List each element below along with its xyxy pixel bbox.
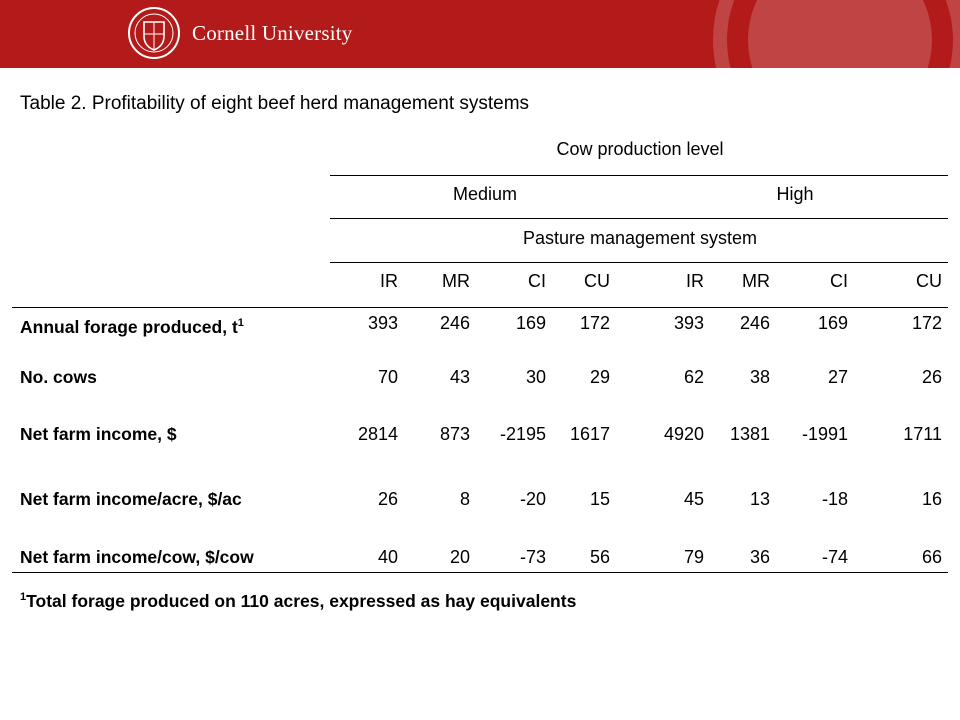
table-cell: 66 — [921, 547, 942, 567]
table-cell: 1617 — [569, 424, 610, 444]
column-header: CU — [584, 271, 610, 291]
divider-line — [330, 218, 948, 219]
table-cell: 20 — [449, 547, 470, 567]
table-cell: -1991 — [801, 424, 848, 444]
header-banner: Cornell University — [0, 0, 960, 68]
divider-line — [330, 262, 948, 263]
table-cell: 169 — [817, 313, 848, 333]
table-cell: 393 — [367, 313, 398, 333]
table-cell: -2195 — [499, 424, 546, 444]
footnote-text: Total forage produced on 110 acres, expr… — [26, 591, 577, 611]
row-label: Net farm income/cow, $/cow — [20, 546, 254, 568]
table-cell: 873 — [439, 424, 470, 444]
table-cell: 1711 — [903, 424, 942, 444]
table-cell: 27 — [827, 367, 848, 387]
divider-line — [12, 307, 948, 308]
table-cell: 62 — [683, 367, 704, 387]
sub-header: Pasture management system — [522, 228, 758, 248]
background-seal-graphic — [713, 0, 960, 68]
table-cell: 29 — [589, 367, 610, 387]
table-cell: 172 — [579, 313, 610, 333]
table-cell: 26 — [377, 489, 398, 509]
column-header: IR — [686, 271, 704, 291]
table-cell: 79 — [683, 547, 704, 567]
table-cell: 45 — [683, 489, 704, 509]
row-label-text: Net farm income, $ — [20, 424, 177, 444]
level-header-medium: Medium — [452, 184, 518, 204]
table-cell: 2814 — [357, 424, 398, 444]
column-header: MR — [742, 271, 770, 291]
column-header: MR — [442, 271, 470, 291]
table-cell: 70 — [377, 367, 398, 387]
super-header: Cow production level — [556, 139, 724, 159]
table-cell: 169 — [515, 313, 546, 333]
table-cell: -20 — [519, 489, 546, 509]
row-label-text: No. cows — [20, 367, 97, 387]
footnote: 1Total forage produced on 110 acres, exp… — [20, 591, 576, 612]
table-cell: 13 — [749, 489, 770, 509]
table-cell: 43 — [449, 367, 470, 387]
column-header: CI — [528, 271, 546, 291]
row-label: No. cows — [20, 366, 97, 388]
table-cell: -74 — [821, 547, 848, 567]
table-cell: 40 — [377, 547, 398, 567]
column-header: IR — [380, 271, 398, 291]
table-cell: -18 — [821, 489, 848, 509]
divider-line — [12, 572, 948, 573]
table-cell: 36 — [749, 547, 770, 567]
row-label-text: Net farm income/cow, $/cow — [20, 547, 254, 567]
table-cell: 8 — [459, 489, 470, 509]
table-cell: 172 — [911, 313, 942, 333]
table-cell: 16 — [921, 489, 942, 509]
table-cell: 30 — [525, 367, 546, 387]
table-cell: 393 — [673, 313, 704, 333]
table-title: Table 2. Profitability of eight beef her… — [20, 93, 530, 114]
table-cell: 246 — [739, 313, 770, 333]
table-cell: 26 — [921, 367, 942, 387]
table-cell: 56 — [589, 547, 610, 567]
column-header: CU — [916, 271, 942, 291]
table-cell: 4920 — [663, 424, 704, 444]
column-header: CI — [830, 271, 848, 291]
row-label-text: Net farm income/acre, $/ac — [20, 489, 242, 509]
level-header-high: High — [776, 184, 814, 204]
footnote-reference: 1 — [237, 317, 244, 329]
table-cell: -73 — [519, 547, 546, 567]
row-label-text: Annual forage produced, t — [20, 316, 238, 337]
row-label: Net farm income, $ — [20, 423, 177, 445]
cornell-seal-logo — [128, 7, 180, 59]
divider-line — [330, 175, 948, 176]
table-cell: 38 — [749, 367, 770, 387]
footnote-marker: 1 — [20, 591, 27, 604]
table-cell: 246 — [439, 313, 470, 333]
row-label: Net farm income/acre, $/ac — [20, 488, 242, 510]
brand-wordmark[interactable]: Cornell University — [192, 21, 353, 45]
table-cell: 1381 — [729, 424, 770, 444]
table-cell: 15 — [589, 489, 610, 509]
row-label: Annual forage produced, t1 — [20, 312, 244, 338]
